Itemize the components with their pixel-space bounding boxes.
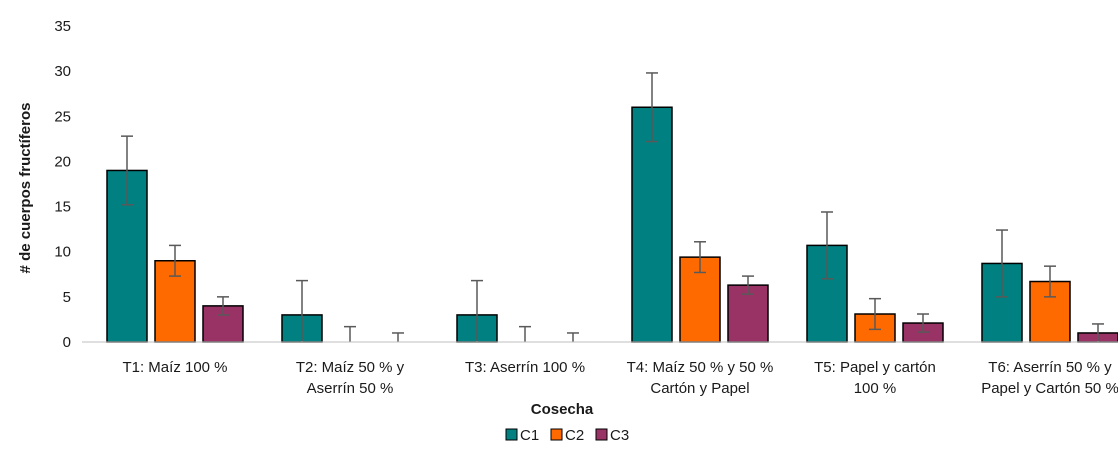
x-category-label: T4: Maíz 50 % y 50 % Cartón y Papel [627, 359, 774, 397]
error-bar-c1 [296, 279, 308, 342]
error-bar-c1 [646, 72, 658, 143]
bars [106, 106, 1118, 343]
x-category-label: T2: Maíz 50 % y Aserrín 50 % [296, 359, 405, 397]
legend-item-c2: C2 [550, 427, 584, 444]
y-tick-label: 15 [54, 199, 71, 216]
error-bar-c3 [917, 313, 929, 333]
x-category-label-line: T6: Aserrín 50 % y [988, 359, 1112, 376]
y-tick-label: 5 [63, 289, 71, 306]
legend-item-c1: C1 [505, 427, 539, 444]
legend-label: C2 [565, 427, 584, 444]
x-category-label-line: Cartón y Papel [650, 380, 749, 397]
x-category-label-line: Aserrín 50 % [307, 380, 394, 397]
y-axis-ticks: 0 5 10 15 20 25 30 35 [54, 18, 71, 351]
x-category-label: T1: Maíz 100 % [122, 359, 227, 376]
error-bar-c2 [169, 244, 181, 277]
error-bar-c1 [121, 135, 133, 206]
error-bar-c1 [821, 211, 833, 280]
legend: C1 C2 C3 [505, 427, 629, 444]
x-category-label-line: T4: Maíz 50 % y 50 % [627, 359, 774, 376]
y-tick-label: 25 [54, 108, 71, 125]
legend-item-c3: C3 [595, 427, 629, 444]
x-category-label-line: T5: Papel y cartón [814, 359, 936, 376]
error-bar-c3 [217, 296, 229, 316]
x-category-label-line: 100 % [854, 380, 897, 397]
legend-swatch [595, 428, 608, 441]
error-bar-c2 [519, 325, 531, 342]
y-tick-label: 30 [54, 63, 71, 80]
error-bar-c2 [694, 241, 706, 274]
y-tick-label: 20 [54, 153, 71, 170]
x-category-label-line: T2: Maíz 50 % y [296, 359, 405, 376]
error-bar-c3 [742, 275, 754, 295]
legend-swatch [505, 428, 518, 441]
error-bars [121, 72, 1104, 342]
error-bar-c2 [1044, 265, 1056, 298]
x-category-label: T5: Papel y cartón 100 % [814, 359, 936, 397]
x-axis-title: Cosecha [531, 401, 594, 418]
x-category-label-line: T1: Maíz 100 % [122, 359, 227, 376]
error-bar-c3 [1092, 323, 1104, 342]
bar-c1 [631, 106, 673, 343]
error-bar-c2 [869, 297, 881, 331]
error-bar-c3 [567, 332, 579, 342]
x-category-label-line: T3: Aserrín 100 % [465, 359, 585, 376]
y-tick-label: 35 [54, 18, 71, 35]
y-tick-label: 0 [63, 334, 71, 351]
x-category-label-line: Papel y Cartón 50 % [981, 380, 1118, 397]
legend-swatch [550, 428, 563, 441]
x-axis-category-labels: T1: Maíz 100 % T2: Maíz 50 % y Aserrín 50 … [122, 359, 1118, 397]
legend-label: C3 [610, 427, 629, 444]
legend-label: C1 [520, 427, 539, 444]
y-axis-title: # de cuerpos fructíferos [17, 103, 34, 274]
x-category-label: T3: Aserrín 100 % [465, 359, 585, 376]
error-bar-c1 [471, 279, 483, 342]
y-tick-label: 10 [54, 244, 71, 261]
error-bar-c2 [344, 325, 356, 342]
x-category-label: T6: Aserrín 50 % y Papel y Cartón 50 % [981, 359, 1118, 397]
error-bar-c1 [996, 229, 1008, 298]
error-bar-c3 [392, 332, 404, 342]
